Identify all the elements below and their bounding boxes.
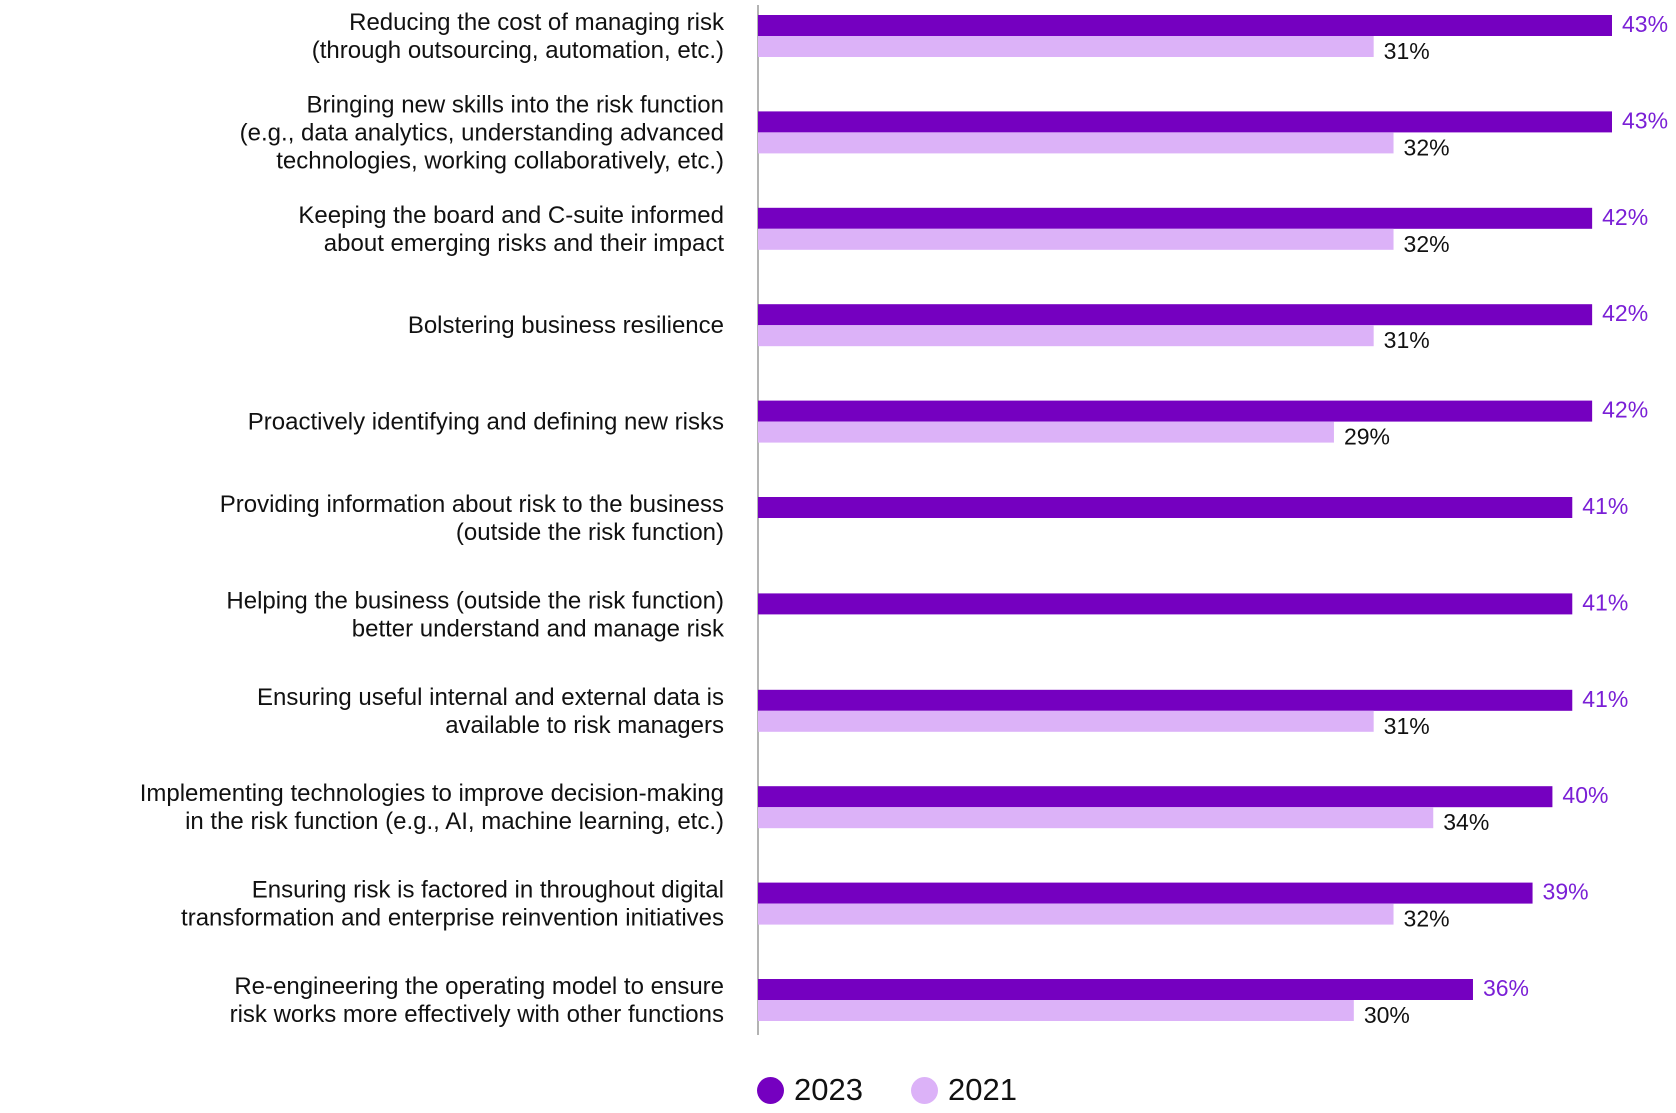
value-label-2023: 42% [1602,300,1648,326]
category-label: technologies, working collaboratively, e… [276,147,724,174]
value-label-2023: 42% [1602,397,1648,423]
value-label-2021: 30% [1364,1002,1410,1028]
bar-2023 [758,207,1593,229]
category-label: available to risk managers [445,712,724,739]
value-label-2023: 41% [1582,686,1628,712]
bar-2023 [758,689,1573,711]
bar-2023 [758,497,1573,518]
bar-2021 [758,421,1334,443]
value-label-2021: 31% [1384,38,1430,64]
bar-2021 [758,132,1394,154]
bar-2021 [758,903,1394,925]
legend-item-2021: 2021 [910,1072,1017,1108]
category-label: (outside the risk function) [456,519,724,546]
bar-2021 [758,325,1374,347]
value-label-2021: 34% [1443,809,1489,835]
value-label-2023: 39% [1543,879,1589,905]
value-label-2021: 29% [1344,424,1390,450]
value-label-2023: 43% [1622,11,1668,37]
category-label: (e.g., data analytics, understanding adv… [240,119,724,146]
category-label: Keeping the board and C-suite informed [298,202,724,229]
category-label: Helping the business (outside the risk f… [226,587,724,614]
value-label-2023: 41% [1582,589,1628,615]
bar-2023 [758,882,1533,904]
category-label: Reducing the cost of managing risk [349,9,725,36]
category-label: transformation and enterprise reinventio… [181,905,724,932]
value-label-2021: 31% [1384,327,1430,353]
value-label-2021: 32% [1404,231,1450,257]
bar-2021 [758,228,1394,250]
bar-2023 [758,593,1573,615]
bar-2021 [758,807,1434,829]
legend-swatch-2021 [910,1076,938,1104]
category-label: Re-engineering the operating model to en… [234,973,724,1000]
value-label-2023: 42% [1602,204,1648,230]
category-label: Ensuring useful internal and external da… [257,684,724,711]
category-label: about emerging risks and their impact [324,230,725,257]
value-label-2023: 40% [1562,782,1608,808]
category-label: better understand and manage risk [352,615,725,642]
bar-2023 [758,400,1593,422]
legend-label-2023: 2023 [794,1072,863,1107]
value-label-2023: 36% [1483,975,1529,1001]
category-label: Bringing new skills into the risk functi… [306,91,724,118]
legend: 2023 2021 [757,1072,1065,1108]
bar-2021 [758,36,1374,57]
bar-2023 [758,111,1612,133]
category-label: Implementing technologies to improve dec… [140,780,724,807]
category-label: in the risk function (e.g., AI, machine … [185,808,724,835]
value-label-2021: 31% [1384,713,1430,739]
category-labels: Reducing the cost of managing risk(throu… [140,9,725,1028]
bar-group [758,15,1612,1021]
value-label-2021: 32% [1404,134,1450,160]
value-label-2021: 32% [1404,906,1450,932]
bar-2021 [758,710,1374,732]
bar-2023 [758,786,1553,808]
bar-2023 [758,979,1473,1000]
category-label: risk works more effectively with other f… [230,1001,724,1028]
category-label: Proactively identifying and defining new… [248,409,724,436]
bar-2023 [758,15,1612,36]
value-label-2023: 43% [1622,107,1668,133]
category-label: Bolstering business resilience [408,312,724,339]
value-labels: 43% 31% 43% 32% 42% 32% 42% 31% 42% 29% 41% 41% 41% 3… [1344,11,1668,1028]
category-label: Ensuring risk is factored in throughout … [252,877,724,904]
legend-swatch-2023 [757,1076,784,1104]
legend-label-2021: 2021 [947,1072,1017,1107]
bar-2023 [758,304,1593,326]
bar-2021 [758,1000,1354,1021]
value-label-2023: 41% [1582,493,1628,519]
legend-item-2023: 2023 [757,1072,863,1108]
category-label: (through outsourcing, automation, etc.) [312,37,724,64]
category-label: Providing information about risk to the … [220,491,724,518]
